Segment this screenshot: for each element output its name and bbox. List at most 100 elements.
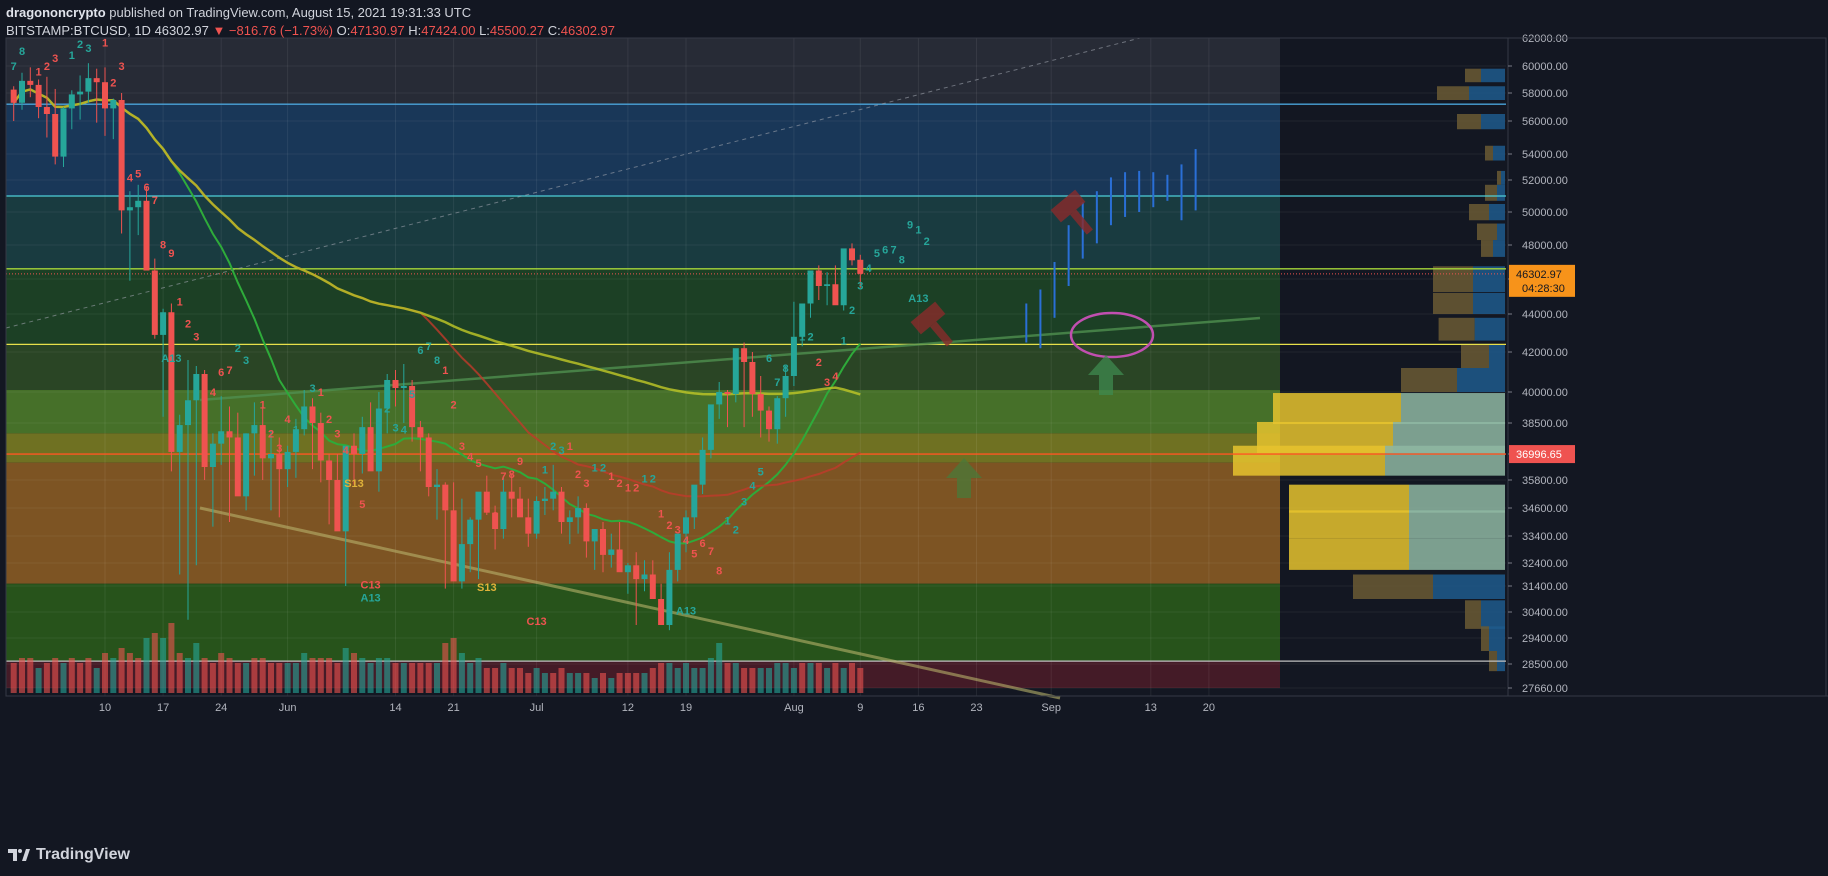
sequence-count-label: 2 xyxy=(384,404,390,416)
high-label: H: xyxy=(408,23,422,38)
volume-bar xyxy=(741,668,748,693)
candle-body xyxy=(151,270,158,335)
volume-bar xyxy=(102,653,108,693)
volume-bar xyxy=(790,668,797,693)
vp-down-bar xyxy=(1493,240,1505,257)
sequence-count-label: 2 xyxy=(185,318,191,330)
symbol-label[interactable]: BITSTAMP:BTCUSD, 1D xyxy=(6,23,151,38)
vp-up-bar xyxy=(1437,86,1469,100)
candle-body xyxy=(815,270,822,286)
sequence-count-label: A13 xyxy=(361,593,381,605)
volume-bar xyxy=(268,663,274,693)
tradingview-brand: TradingView xyxy=(36,846,130,863)
vp-up-bar xyxy=(1457,114,1481,130)
highlight-ellipse xyxy=(1069,311,1155,359)
candle-body xyxy=(375,408,382,472)
sequence-count-label: 6 xyxy=(218,367,224,379)
candle-body xyxy=(641,574,648,580)
sequence-count-label: 6 xyxy=(492,511,498,523)
price-tick-label: 42000.00 xyxy=(1522,347,1568,359)
tradingview-logo-icon xyxy=(8,849,30,861)
volume-bar xyxy=(43,663,50,693)
volume-bar xyxy=(375,658,382,693)
volume-bar xyxy=(392,663,399,693)
volume-bar xyxy=(517,668,523,693)
sequence-count-label: 1 xyxy=(799,332,805,344)
sequence-count-label: 2 xyxy=(326,414,332,426)
candle-body xyxy=(19,80,25,103)
candle-body xyxy=(351,445,357,454)
candle-body xyxy=(176,425,183,452)
volume-bar xyxy=(409,663,416,693)
candle-body xyxy=(840,248,847,306)
sequence-count-label: 5 xyxy=(359,499,365,511)
sequence-count-label: 1 xyxy=(376,422,382,434)
volume-bar xyxy=(334,663,341,693)
price-tick-label: 56000.00 xyxy=(1522,116,1568,128)
candle-body xyxy=(475,491,482,520)
publish-line: dragononcrypto published on TradingView.… xyxy=(6,4,615,22)
volume-bar xyxy=(483,668,490,693)
sequence-count-label: 8 xyxy=(434,355,440,367)
sequence-count-label: 7 xyxy=(708,546,714,558)
sequence-count-label: S13 xyxy=(477,582,497,594)
volume-bar xyxy=(691,668,698,693)
sequence-count-label: 4 xyxy=(866,263,873,275)
volume-bar xyxy=(77,663,84,693)
price-tick-label: 52000.00 xyxy=(1522,175,1568,187)
volume-bar xyxy=(458,653,465,693)
volume-bar xyxy=(10,663,17,693)
volume-bar xyxy=(367,663,374,693)
candle-body xyxy=(392,380,399,388)
candle-body xyxy=(301,406,308,430)
price-change: ▼ −816.76 (−1.73%) xyxy=(212,23,333,38)
author-name[interactable]: dragononcrypto xyxy=(6,5,106,20)
vp-up-bar xyxy=(1461,344,1489,368)
vp-down-bar xyxy=(1501,170,1505,185)
candle-body xyxy=(417,427,424,438)
candle-body xyxy=(259,425,266,459)
candle-body xyxy=(550,491,557,499)
volume-bar xyxy=(525,673,532,693)
vp-up-bar xyxy=(1353,574,1433,599)
candle-body xyxy=(716,392,723,405)
ohlc-line: BITSTAMP:BTCUSD, 1D 46302.97 ▼ −816.76 (… xyxy=(6,22,615,40)
volume-bar xyxy=(467,663,474,693)
sequence-count-label: 3 xyxy=(824,377,830,389)
vp-down-bar xyxy=(1489,344,1505,368)
close-label: C: xyxy=(547,23,561,38)
sequence-count-label: 1 xyxy=(658,508,664,520)
candle-body xyxy=(442,484,449,511)
tradingview-logo[interactable]: TradingView xyxy=(8,846,130,864)
sequence-count-label: 1 xyxy=(177,296,183,308)
candle-body xyxy=(409,386,416,428)
sequence-count-label: A13 xyxy=(161,353,181,365)
candle-body xyxy=(517,498,523,518)
vp-down-bar xyxy=(1409,484,1505,513)
candle-body xyxy=(118,100,125,211)
sequence-count-label: 8 xyxy=(783,363,789,375)
volume-bar xyxy=(218,653,225,693)
sequence-count-label: 2 xyxy=(924,236,930,248)
volume-bar xyxy=(716,643,723,693)
candle-body xyxy=(93,78,100,83)
sequence-count-label: 1 xyxy=(525,525,531,537)
price-axis[interactable] xyxy=(1508,38,1828,696)
volume-bar xyxy=(384,658,391,693)
vp-down-bar xyxy=(1473,266,1505,293)
vp-up-bar xyxy=(1401,368,1457,392)
price-tick-label: 28500.00 xyxy=(1522,659,1568,671)
volume-bar xyxy=(832,663,839,693)
vp-up-bar xyxy=(1289,510,1409,539)
volume-bar xyxy=(807,663,814,693)
vp-down-bar xyxy=(1497,184,1505,201)
volume-bar xyxy=(724,663,731,693)
vp-up-bar xyxy=(1273,393,1401,425)
vp-up-bar xyxy=(1469,204,1489,221)
candle-body xyxy=(500,491,507,529)
sequence-count-label: 2 xyxy=(600,462,606,474)
volume-bar xyxy=(309,658,316,693)
price-tick-label: 48000.00 xyxy=(1522,240,1568,252)
volume-bar xyxy=(575,673,582,693)
